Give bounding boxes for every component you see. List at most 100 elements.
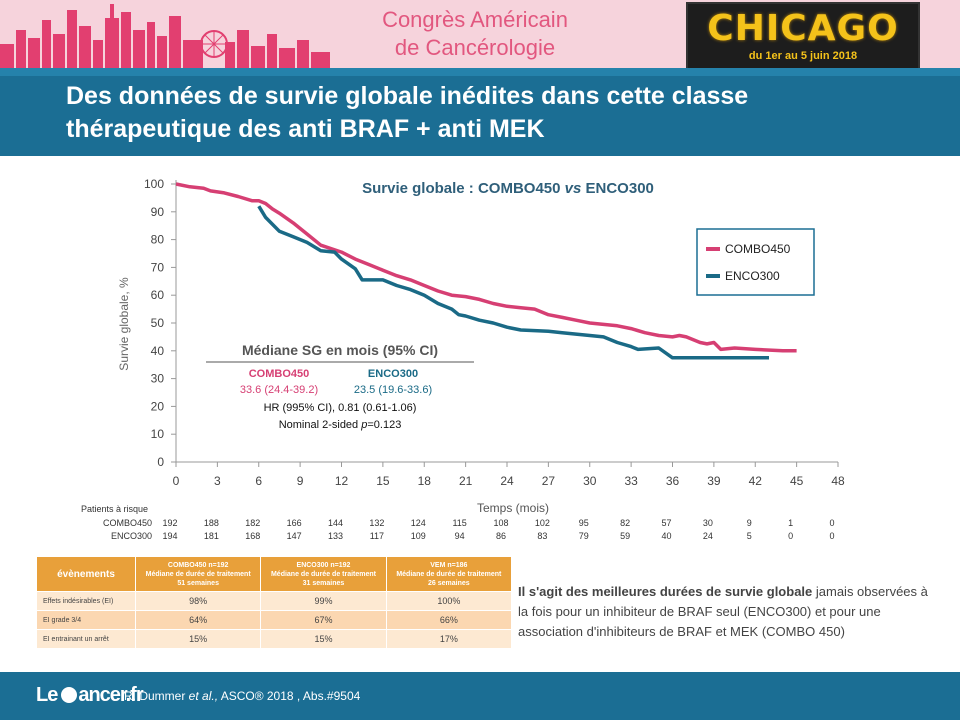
- header-banner: Congrès Américain de Cancérologie CHICAG…: [0, 0, 960, 68]
- hazard-ratio: HR (995% CI), 0.81 (0.61-1.06): [264, 402, 417, 414]
- risk-cell: 86: [496, 531, 506, 541]
- chart-series: [175, 182, 797, 360]
- adverse-events-table: évènements COMBO450 n=192 Médiane de dur…: [36, 556, 513, 649]
- x-tick-label: 21: [459, 474, 473, 488]
- column-header-vem: VEM n=186 Médiane de durée de traitement…: [385, 556, 513, 592]
- risk-cell: 82: [620, 518, 630, 528]
- row-label: EI entrainant un arrêt: [36, 629, 136, 649]
- title-bar: Des données de survie globale inédites d…: [0, 68, 960, 156]
- risk-cell: 117: [370, 531, 384, 541]
- title-line-2: thérapeutique des anti BRAF + anti MEK: [66, 115, 545, 143]
- x-tick-label: 3: [214, 474, 221, 488]
- y-tick-label: 40: [151, 344, 165, 358]
- risk-cell: 188: [204, 518, 219, 528]
- y-tick-label: 10: [151, 427, 165, 441]
- chart-title-part-1: Survie globale : COMBO450: [362, 180, 565, 197]
- median-title: Médiane SG en mois (95% CI): [242, 342, 438, 358]
- risk-cell: 59: [620, 531, 630, 541]
- chart-title-part-3: ENCO300: [581, 180, 654, 197]
- note-bold: Il s'agit des meilleures durées de survi…: [518, 584, 813, 599]
- table-cell: 15%: [134, 629, 262, 649]
- table-row: EI entrainant un arrêt 15% 15% 17%: [36, 629, 513, 649]
- chicago-marquee: CHICAGO du 1er au 5 juin 2018: [686, 2, 920, 68]
- x-tick-label: 9: [297, 474, 304, 488]
- series-line-combo450: [175, 182, 797, 353]
- y-tick-label: 20: [151, 399, 165, 413]
- risk-cell: 181: [204, 531, 219, 541]
- risk-cell: 83: [537, 531, 547, 541]
- table-row: Effets indésirables (EI) 98% 99% 100%: [36, 591, 513, 611]
- row-label: EI grade 3/4: [36, 610, 136, 630]
- table-cell: 98%: [134, 591, 262, 611]
- x-tick-label: 27: [542, 474, 556, 488]
- column-header-enco300: ENCO300 n=192 Médiane de durée de traite…: [260, 556, 387, 592]
- risk-cell: 132: [369, 518, 384, 528]
- risk-cell: 24: [703, 531, 713, 541]
- city-name: CHICAGO: [707, 8, 899, 49]
- risk-cell: 182: [245, 518, 260, 528]
- logo-c-icon: [61, 687, 78, 703]
- risk-cell: 115: [452, 518, 466, 528]
- risk-cell: 0: [829, 518, 834, 528]
- x-tick-label: 33: [624, 474, 638, 488]
- legend-label-enco300: ENCO300: [725, 269, 780, 283]
- risk-cell: 147: [287, 531, 302, 541]
- title-line-1: Des données de survie globale inédites d…: [66, 82, 749, 110]
- series-line-enco300: [257, 205, 769, 360]
- y-tick-label: 50: [151, 316, 165, 330]
- table-cell: 15%: [260, 629, 387, 649]
- risk-cell: 1: [788, 518, 793, 528]
- risk-table: Patients à risque COMBO450 ENCO300 192 18…: [81, 504, 835, 541]
- risk-cell: 57: [661, 518, 671, 528]
- skyline-illustration: [0, 4, 330, 68]
- events-header: évènements: [36, 556, 136, 592]
- median-combo-value: 33.6 (24.4-39.2): [240, 384, 318, 396]
- risk-cell: 5: [747, 531, 752, 541]
- y-tick-label: 0: [157, 455, 164, 469]
- column-header-combo450: COMBO450 n=192 Médiane de durée de trait…: [134, 556, 262, 592]
- risk-cell: 192: [162, 518, 177, 528]
- x-tick-label: 12: [335, 474, 349, 488]
- y-tick-label: 100: [144, 177, 164, 191]
- risk-cell: 133: [328, 531, 343, 541]
- x-tick-label: 6: [255, 474, 262, 488]
- x-tick-label: 42: [749, 474, 763, 488]
- risk-row-label-enco300: ENCO300: [111, 531, 152, 541]
- risk-cell: 9: [747, 518, 752, 528]
- risk-cell: 94: [455, 531, 465, 541]
- x-axis-label: Temps (mois): [477, 501, 549, 515]
- risk-cell: 194: [162, 531, 177, 541]
- risk-cell: 0: [788, 531, 793, 541]
- x-tick-label: 18: [418, 474, 432, 488]
- y-tick-label: 30: [151, 372, 165, 386]
- table-cell: 66%: [385, 610, 513, 630]
- risk-row-label-combo450: COMBO450: [103, 518, 152, 528]
- table-cell: 100%: [385, 591, 513, 611]
- x-tick-label: 0: [173, 474, 180, 488]
- legend-label-combo450: COMBO450: [725, 242, 791, 256]
- risk-cell: 102: [535, 518, 550, 528]
- x-tick-label: 39: [707, 474, 721, 488]
- congress-line-2: de Cancérologie: [394, 35, 556, 60]
- risk-cell: 168: [245, 531, 260, 541]
- congress-line-1: Congrès Américain: [382, 7, 568, 32]
- risk-cell: 109: [411, 531, 426, 541]
- congress-name: Congrès Américain de Cancérologie: [330, 6, 620, 62]
- risk-cell: 124: [411, 518, 426, 528]
- x-tick-label: 45: [790, 474, 804, 488]
- reference: R. Dummer et al., ASCO® 2018 , Abs.#9504: [124, 689, 361, 703]
- median-combo-label: COMBO450: [249, 368, 310, 380]
- risk-cell: 79: [579, 531, 589, 541]
- chart-title-vs: vs: [565, 180, 582, 197]
- y-tick-label: 80: [151, 233, 165, 247]
- y-tick-label: 90: [151, 205, 165, 219]
- risk-cell: 30: [703, 518, 713, 528]
- table-row: EI grade 3/4 64% 67% 66%: [36, 610, 513, 630]
- risk-cell: 95: [579, 518, 589, 528]
- median-enco-label: ENCO300: [368, 368, 418, 380]
- risk-cell: 40: [661, 531, 671, 541]
- legend: COMBO450 ENCO300: [696, 228, 815, 296]
- risk-cell: 0: [829, 531, 834, 541]
